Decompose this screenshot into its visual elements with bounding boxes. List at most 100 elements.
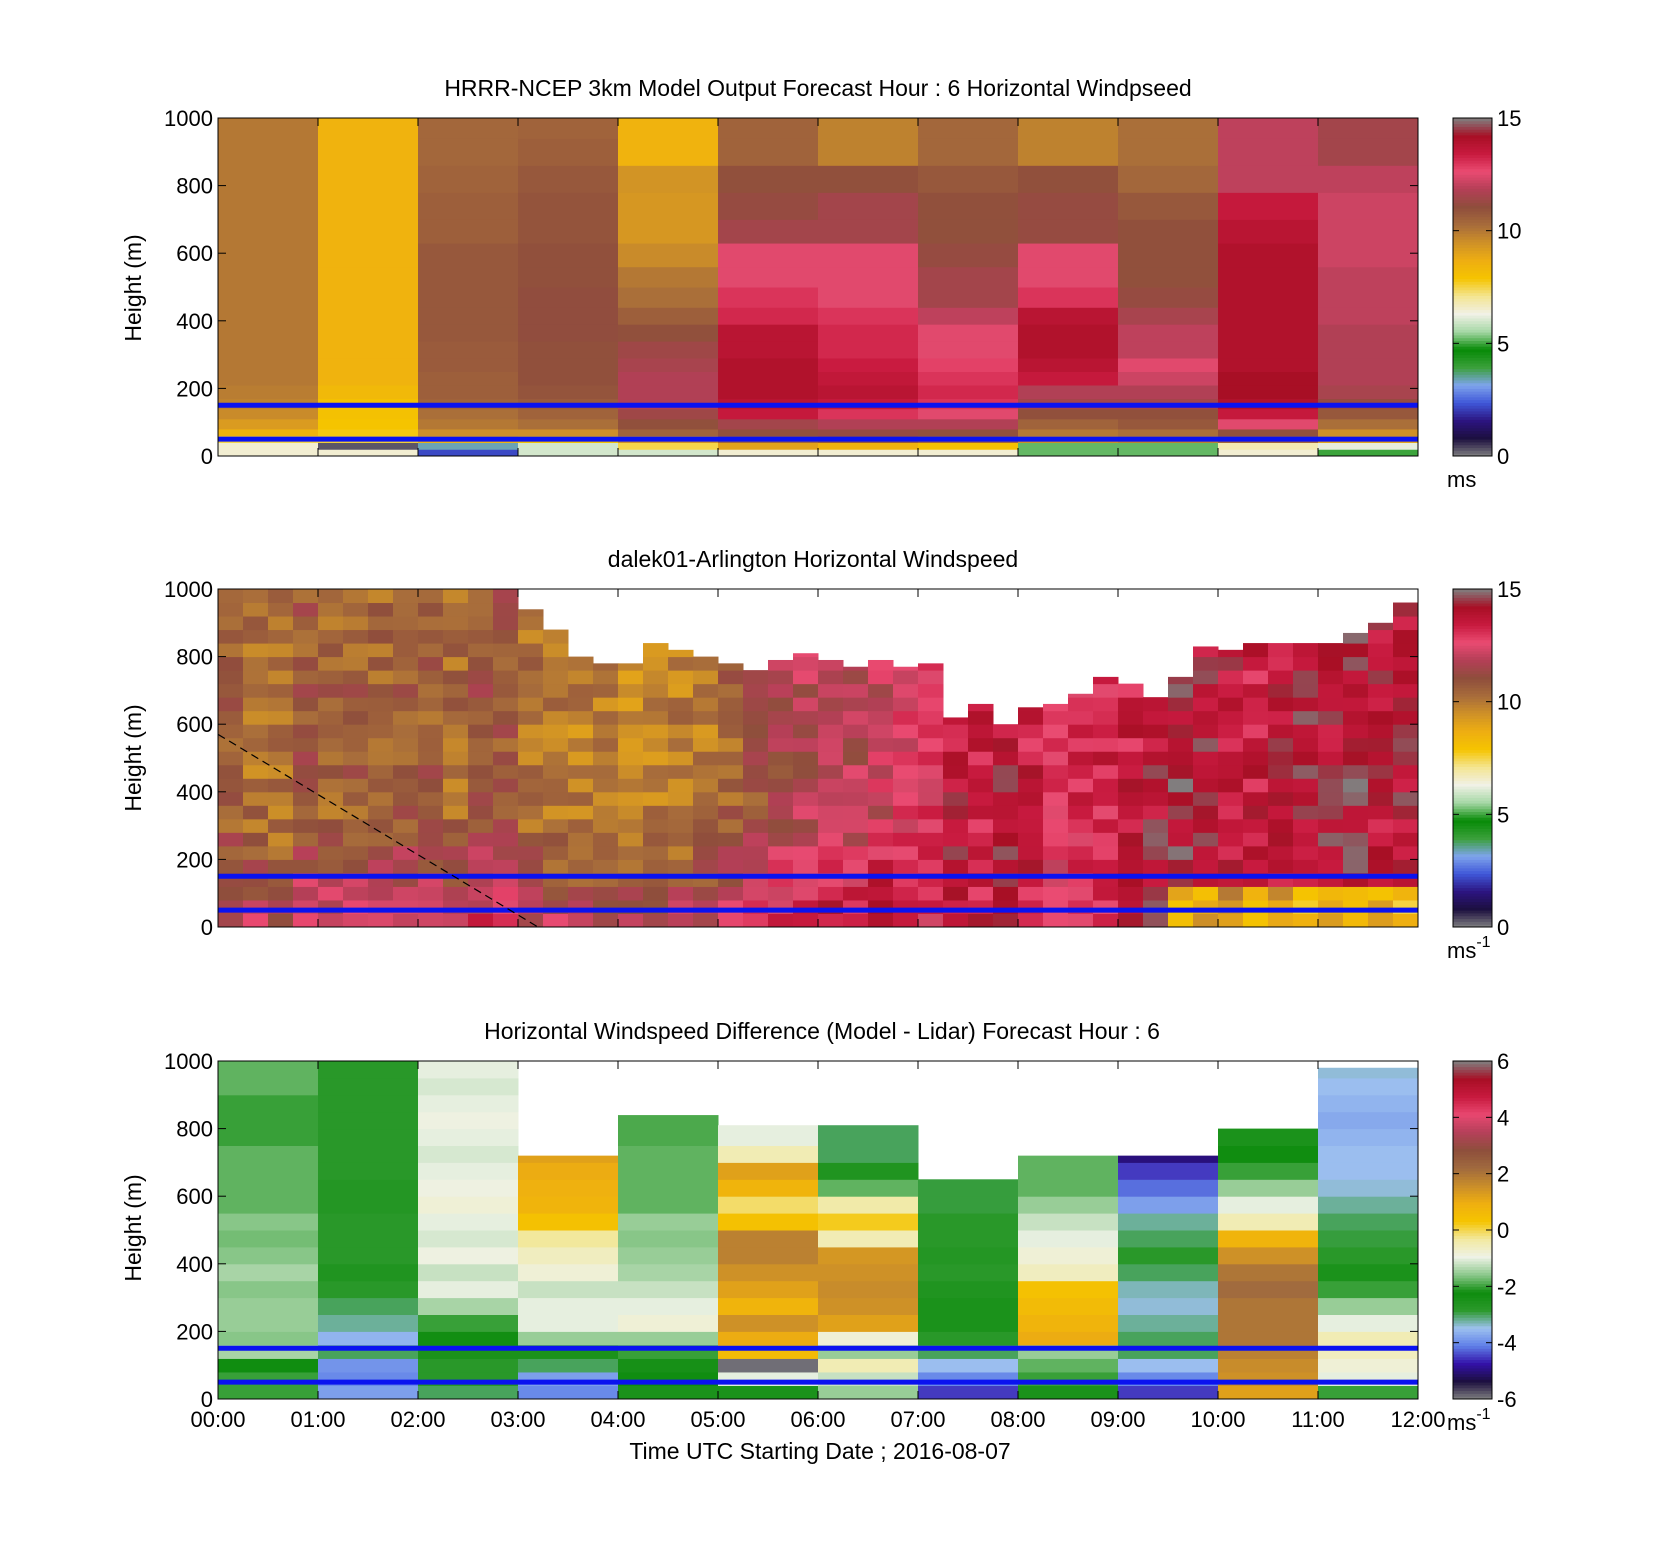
heatmap-cell [893,818,919,833]
heatmap-cell [318,357,419,372]
heatmap-cell [618,266,719,288]
heatmap-cell [993,818,1019,833]
heatmap-cell [1018,707,1044,712]
colorbar-segment [1453,425,1492,429]
colorbar-segment [1453,182,1492,187]
heatmap-cell [443,791,469,806]
heatmap-cell [718,165,819,193]
heatmap-cell [793,832,819,847]
heatmap-cell [1343,724,1369,739]
heatmap-cell [1393,643,1419,658]
heatmap-cell [918,1280,1019,1299]
colorbar-segment [1453,859,1492,863]
colorbar-segment [1453,194,1492,198]
heatmap-cell [1168,791,1194,806]
heatmap-cell [518,697,544,712]
heatmap-cell [1218,778,1244,793]
heatmap-cell [493,805,519,820]
heatmap-cell [468,616,494,631]
heatmap-cell [618,764,644,779]
heatmap-cell [418,1280,519,1299]
heatmap-cell [443,656,469,671]
heatmap-cell [443,818,469,833]
heatmap-cell [468,643,494,658]
colorbar-unit-label: ms [1447,467,1476,492]
colorbar-segment [1453,430,1492,434]
heatmap-cell [318,118,419,139]
heatmap-cell [568,764,594,779]
x-tick-label: 10:00 [1190,1407,1245,1432]
heatmap-cell [993,724,1019,739]
heatmap-cell [718,845,744,860]
heatmap-cell [268,683,294,698]
heatmap-cell [468,818,494,833]
colorbar-segment [1453,1334,1492,1338]
heatmap-cell [1018,1297,1119,1315]
heatmap-cell [793,656,819,671]
heatmap-cell [218,165,319,193]
heatmap-cell [318,1111,419,1130]
heatmap-cell [243,683,269,698]
heatmap-cell [593,751,619,766]
heatmap-cell [568,886,594,901]
colorbar-segment [1453,348,1492,353]
heatmap-cell [918,805,944,820]
heatmap-cell [518,165,619,193]
heatmap-cell [1118,341,1219,359]
heatmap-cell [1293,710,1319,725]
heatmap-cell [618,1196,719,1214]
heatmap-cell [293,764,319,779]
heatmap-cell [743,778,769,793]
heatmap-cell [718,266,819,288]
heatmap-cell [1318,805,1344,820]
heatmap-cell [868,710,894,725]
heatmap-cell [693,670,719,685]
heatmap-cell [1268,656,1294,671]
y-tick-label: 200 [176,847,213,872]
heatmap-cell [743,697,769,712]
colorbar-segment [1453,1106,1492,1110]
heatmap-cell [1318,1067,1419,1079]
heatmap-cell [1268,683,1294,698]
y-tick-label: 600 [176,712,213,737]
heatmap-cell [668,737,694,752]
heatmap-cell [1218,1179,1319,1197]
heatmap-cell [568,791,594,806]
heatmap-cell [568,832,594,847]
heatmap-cell [1143,710,1169,725]
heatmap-cell [593,737,619,752]
heatmap-cell [1318,324,1419,342]
colorbar-segment [1453,856,1492,860]
heatmap-cell [943,818,969,833]
heatmap-cell [443,886,469,901]
colorbar-segment [1453,901,1492,905]
colorbar-segment [1453,825,1492,829]
heatmap-cell [393,805,419,820]
heatmap-cell [243,643,269,658]
heatmap-cell [818,1385,919,1400]
heatmap-cell [1018,428,1119,437]
heatmap-cell [468,697,494,712]
heatmap-cell [768,832,794,847]
heatmap-cell [743,683,769,698]
colorbar-segment [1453,1120,1492,1124]
heatmap-cell [943,764,969,779]
heatmap-cell [1343,805,1369,820]
heatmap-cell [1268,859,1294,874]
colorbar-segment [1453,876,1492,880]
heatmap-cell [218,1128,319,1146]
heatmap-cell [818,449,919,457]
colorbar-segment [1453,1382,1492,1386]
heatmap-cell [418,1358,519,1373]
heatmap-cell [268,656,294,671]
heatmap-cell [818,428,919,437]
heatmap-cell [243,616,269,631]
heatmap-cell [1243,683,1269,698]
heatmap-cell [893,666,919,671]
heatmap-cell [1218,287,1319,308]
heatmap-cell [218,791,244,806]
heatmap-cell [418,118,519,139]
colorbar-segment [1453,289,1492,294]
heatmap-cell [968,845,994,860]
heatmap-cell [318,724,344,739]
